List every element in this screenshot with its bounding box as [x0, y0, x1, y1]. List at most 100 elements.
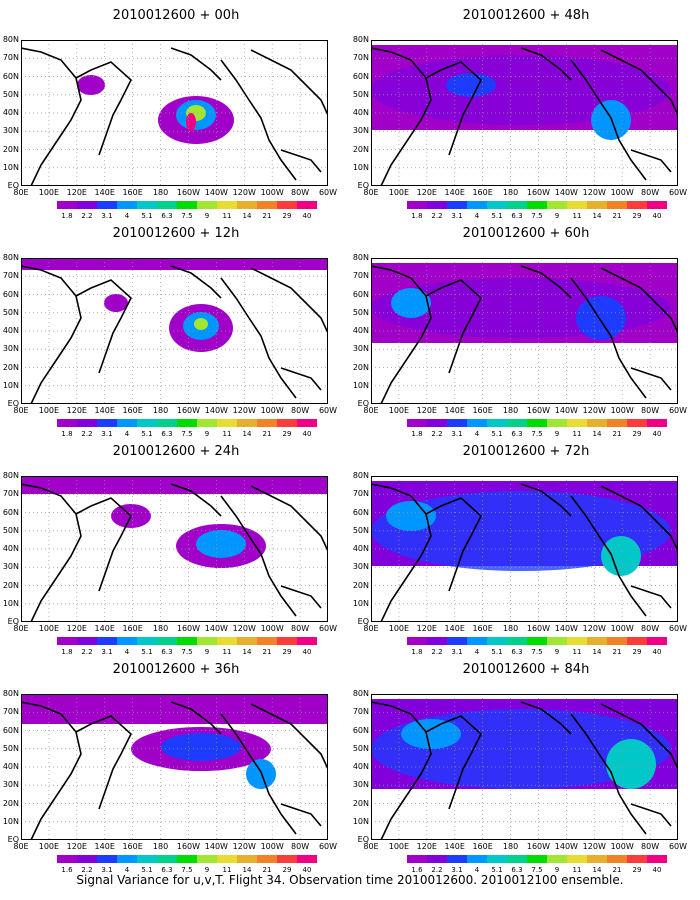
colorbar-level-label: 2.2	[81, 430, 93, 438]
lon-tick-label: 160W	[176, 406, 201, 415]
coastline	[520, 701, 572, 735]
colorbar-swatch	[217, 419, 237, 427]
lon-tick-label: 60W	[318, 624, 338, 633]
lon-tick-label: 120E	[416, 624, 437, 633]
colorbar-level-label: 7.5	[181, 430, 193, 438]
colorbar-swatch	[77, 855, 97, 863]
signal-variance-map	[21, 258, 328, 404]
coastline	[170, 701, 222, 735]
colorbar-swatch	[97, 419, 117, 427]
colorbar-swatch	[217, 855, 237, 863]
colorbar-level-label: 3.1	[101, 212, 113, 220]
lat-tick-label: 30N	[352, 562, 369, 572]
colorbar-level-label: 4	[474, 648, 480, 656]
signal-variance-map	[21, 476, 328, 622]
colorbar-level-label: 29	[282, 866, 292, 874]
colorbar-swatch	[587, 855, 607, 863]
colorbar-swatch	[487, 201, 507, 209]
lat-tick-label: 70N	[352, 707, 369, 717]
lon-tick-label: 80W	[291, 624, 310, 633]
colorbar-swatch	[77, 637, 97, 645]
colorbar-level-label: 5.1	[141, 430, 153, 438]
signal-variance-map	[21, 40, 328, 186]
colorbar-swatch	[647, 637, 667, 645]
lat-tick-label: 70N	[2, 271, 19, 281]
lon-tick-label: 80W	[641, 842, 660, 851]
lon-tick-label: 120E	[66, 624, 87, 633]
lon-tick-label: 100W	[610, 624, 634, 633]
colorbar-swatch	[447, 637, 467, 645]
lon-tick-label: 120E	[416, 406, 437, 415]
colorbar-level-label: 11	[222, 866, 232, 874]
lon-tick-label: 160W	[176, 842, 201, 851]
lon-tick-label: 160E	[472, 406, 493, 415]
colorbar-level-label: 21	[262, 430, 272, 438]
lat-tick-label: 30N	[352, 780, 369, 790]
lat-tick-label: 20N	[352, 144, 369, 154]
colorbar-swatch	[507, 419, 527, 427]
colorbar-level-label: 11	[222, 648, 232, 656]
colorbar-level-label: 2.2	[431, 212, 443, 220]
coastline	[21, 483, 82, 622]
colorbar-level-label: 6.3	[511, 648, 523, 656]
lon-tick-label: 80W	[291, 406, 310, 415]
colorbar-swatch	[297, 637, 317, 645]
lat-tick-label: 20N	[2, 798, 19, 808]
colorbar-swatch	[627, 419, 647, 427]
lat-tick-label: 50N	[352, 743, 369, 753]
colorbar-swatch	[407, 201, 427, 209]
coastline	[425, 279, 482, 374]
colorbar-swatch	[587, 637, 607, 645]
lon-tick-label: 100E	[388, 188, 410, 197]
coastline	[425, 715, 482, 810]
colorbar-swatch	[467, 855, 487, 863]
colorbar-swatch	[527, 637, 547, 645]
lon-tick-label: 60W	[668, 842, 688, 851]
colorbar-level-label: 40	[652, 212, 662, 220]
colorbar-swatch	[567, 855, 587, 863]
lon-tick-label: 100W	[260, 624, 284, 633]
colorbar-swatch	[237, 419, 257, 427]
lat-tick-label: 40N	[352, 762, 369, 771]
lon-tick-label: 80E	[13, 406, 29, 415]
coastline	[371, 265, 432, 404]
lon-tick-label: 160W	[526, 188, 551, 197]
colorbar-swatch	[547, 201, 567, 209]
panel-title: 2010012600 + 72h	[462, 444, 590, 459]
colorbar-swatch	[567, 419, 587, 427]
colorbar	[407, 637, 667, 645]
coastline	[425, 61, 482, 156]
variance-contour	[576, 296, 626, 340]
colorbar-level-label: 2.2	[81, 212, 93, 220]
colorbar-swatch	[77, 419, 97, 427]
colorbar-level-label: 6.3	[161, 212, 173, 220]
variance-contour	[77, 75, 105, 95]
colorbar-level-label: 40	[652, 866, 662, 874]
coastline	[220, 495, 297, 617]
panel-title: 2010012600 + 84h	[462, 662, 590, 677]
colorbar-level-label: 21	[612, 648, 622, 656]
figure-caption: Signal Variance for u,v,T. Flight 34. Ob…	[76, 873, 624, 887]
coastline	[630, 367, 672, 391]
lon-tick-label: 80E	[363, 842, 379, 851]
variance-contour	[196, 530, 246, 558]
lat-tick-label: 20N	[352, 362, 369, 372]
colorbar-level-label: 14	[592, 430, 602, 438]
signal-variance-map	[21, 694, 328, 840]
coastline	[371, 701, 432, 840]
colorbar-swatch	[487, 419, 507, 427]
colorbar-swatch	[427, 201, 447, 209]
colorbar-swatch	[527, 855, 547, 863]
colorbar-level-label: 21	[612, 430, 622, 438]
coastline	[220, 59, 297, 181]
lat-tick-label: 60N	[2, 289, 19, 299]
colorbar-level-label: 40	[302, 212, 312, 220]
lon-tick-label: 80W	[291, 188, 310, 197]
lat-tick-label: 20N	[352, 798, 369, 808]
colorbar-swatch	[257, 419, 277, 427]
lat-tick-label: 80N	[2, 689, 19, 698]
colorbar-swatch	[57, 855, 77, 863]
colorbar-level-label: 2.2	[81, 648, 93, 656]
lat-tick-label: 30N	[2, 780, 19, 790]
lon-tick-label: 80W	[641, 406, 660, 415]
